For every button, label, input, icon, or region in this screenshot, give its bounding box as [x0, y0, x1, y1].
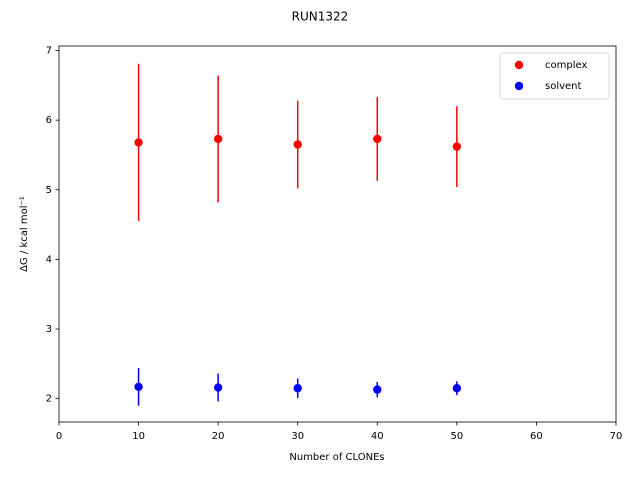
- y-tick-label: 5: [46, 185, 52, 196]
- x-tick-label: 60: [530, 431, 543, 442]
- x-tick-label: 50: [450, 431, 463, 442]
- x-tick-label: 10: [132, 431, 145, 442]
- x-tick-label: 0: [56, 431, 62, 442]
- y-tick-label: 6: [46, 115, 52, 126]
- x-tick-label: 30: [291, 431, 304, 442]
- point: [293, 140, 302, 149]
- x-tick-label: 70: [610, 431, 623, 442]
- point: [213, 383, 223, 392]
- y-tick-label: 2: [46, 394, 52, 405]
- point: [452, 142, 462, 151]
- x-tick-label: 40: [371, 431, 384, 442]
- y-tick-label: 4: [46, 254, 52, 265]
- y-tick-label: 7: [46, 46, 52, 57]
- plot-frame: [58, 45, 617, 423]
- legend-label: complex: [545, 60, 587, 71]
- point: [293, 384, 302, 393]
- legend-label: solvent: [545, 81, 582, 92]
- point: [213, 134, 223, 144]
- point: [373, 385, 382, 394]
- x-tick-label: 20: [212, 431, 225, 442]
- y-axis-label: ΔG / kcal mol⁻¹: [19, 196, 30, 272]
- legend-marker: [514, 60, 524, 70]
- chart-title: RUN1322: [292, 10, 349, 24]
- point: [134, 138, 143, 147]
- x-axis-label: Number of CLONEs: [289, 452, 384, 463]
- point: [134, 382, 143, 392]
- y-tick-label: 3: [46, 324, 52, 335]
- point: [452, 384, 462, 393]
- legend-marker: [514, 81, 524, 91]
- legend-box: [499, 52, 610, 100]
- point: [373, 134, 382, 144]
